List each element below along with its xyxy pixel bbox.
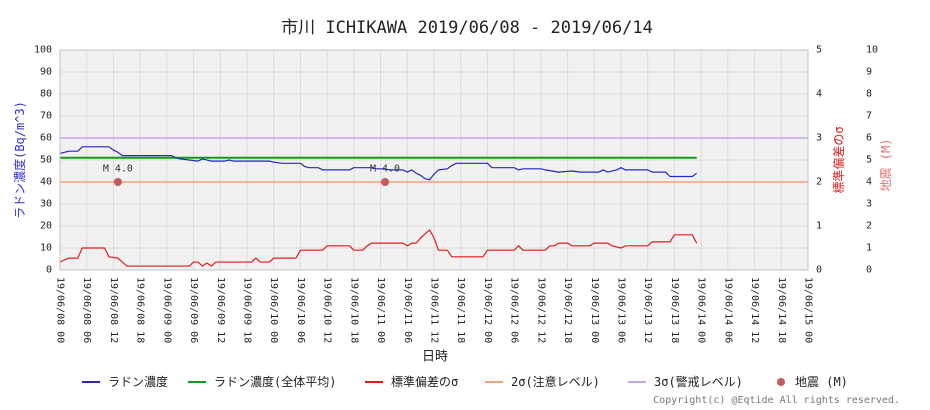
magnitude-tick-label: 10	[866, 45, 878, 56]
legend-label-earthquake: 地震 (M)	[795, 375, 848, 389]
magnitude-tick-label: 8	[866, 89, 872, 100]
sigma-tick-label: 0	[816, 265, 822, 276]
radon-concentration-line	[59, 146, 698, 181]
legend: ラドン濃度 ラドン濃度(全体平均) 標準偏差のσ 2σ(注意レベル) 3σ(警戒…	[82, 374, 848, 389]
legend-label-sigma: 標準偏差のσ	[391, 374, 458, 389]
y-tick-label: 60	[40, 133, 52, 144]
legend-label-3sigma: 3σ(警戒レベル)	[654, 374, 743, 389]
x-tick-label: 19/06/11 12	[429, 277, 440, 343]
x-tick-label: 19/06/09 06	[188, 277, 199, 343]
earthquake-label: M 4.0	[370, 164, 400, 175]
x-tick-label: 19/06/11 18	[455, 277, 466, 343]
x-tick-label: 19/06/12 00	[482, 277, 493, 343]
y-tick-label: 100	[34, 45, 52, 56]
x-tick-label: 19/06/13 18	[669, 277, 680, 343]
earthquake-markers: M 4.0 M 4.0	[103, 164, 400, 186]
sigma-tick-label: 2	[816, 177, 822, 188]
sigma-tick-label: 4	[816, 89, 822, 100]
reference-lines	[60, 137, 808, 183]
magnitude-tick-label: 3	[866, 199, 872, 210]
y-tick-label: 10	[40, 243, 52, 254]
y-tick-label: 90	[40, 67, 52, 78]
chart-title: 市川 ICHIKAWA 2019/06/08 - 2019/06/14	[281, 18, 653, 38]
sigma-tick-label: 3	[816, 133, 822, 144]
x-tick-label: 19/06/08 12	[108, 277, 119, 343]
x-tick-label: 19/06/13 06	[616, 277, 627, 343]
sigma-tick-label: 5	[816, 45, 822, 56]
x-tick-label: 19/06/09 00	[161, 277, 172, 343]
legend-label-2sigma: 2σ(注意レベル)	[511, 374, 600, 389]
magnitude-axis-title: 地震 (M)	[879, 139, 893, 192]
magnitude-tick-label: 0	[866, 265, 872, 276]
x-tick-label: 19/06/11 00	[375, 277, 386, 343]
magnitude-tick-label: 2	[866, 221, 872, 232]
magnitude-tick-label: 4	[866, 177, 872, 188]
y-tick-label: 40	[40, 177, 52, 188]
x-tick-label: 19/06/10 06	[295, 277, 306, 343]
x-tick-label: 19/06/12 12	[535, 277, 546, 343]
x-tick-label: 19/06/12 06	[509, 277, 520, 343]
x-axis-title: 日時	[422, 350, 448, 365]
x-tick-label: 19/06/15 00	[803, 277, 814, 343]
x-tick-label: 19/06/13 00	[589, 277, 600, 343]
magnitude-tick-label: 9	[866, 67, 872, 78]
x-tick-label: 19/06/14 06	[722, 277, 733, 343]
y-tick-label: 70	[40, 111, 52, 122]
x-tick-label: 19/06/08 00	[55, 277, 66, 343]
earthquake-marker	[381, 178, 390, 186]
legend-label-radon: ラドン濃度	[108, 374, 168, 389]
x-tick-label: 19/06/09 18	[242, 277, 253, 343]
sigma-tick-label: 1	[816, 221, 822, 232]
x-tick-label: 19/06/13 12	[642, 277, 653, 343]
x-tick-label: 19/06/10 00	[268, 277, 279, 343]
earthquake-marker	[113, 178, 122, 186]
sigma-line	[59, 229, 698, 267]
earthquake-label: M 4.0	[103, 164, 133, 175]
x-tick-label: 19/06/11 06	[402, 277, 413, 343]
tick-labels: 0102030405060708090100012345012345678910…	[34, 45, 878, 344]
x-tick-label: 19/06/08 18	[135, 277, 146, 343]
x-tick-label: 19/06/10 12	[322, 277, 333, 343]
y-axis-title: ラドン濃度(Bq/m^3)	[12, 101, 27, 219]
plot-frame	[59, 49, 809, 271]
magnitude-tick-label: 6	[866, 133, 872, 144]
legend-swatch-earthquake	[777, 378, 785, 386]
x-tick-label: 19/06/14 00	[696, 277, 707, 343]
x-tick-label: 19/06/14 12	[749, 277, 760, 343]
series-lines	[59, 146, 698, 267]
copyright-notice: Copyright(c) @Eqtide All rights reserved…	[653, 395, 900, 406]
sigma-axis-title: 標準偏差のσ	[831, 126, 846, 193]
magnitude-tick-label: 1	[866, 243, 872, 254]
y-tick-label: 80	[40, 89, 52, 100]
magnitude-tick-label: 7	[866, 111, 872, 122]
x-tick-label: 19/06/08 06	[81, 277, 92, 343]
x-tick-label: 19/06/14 18	[776, 277, 787, 343]
x-tick-label: 19/06/10 18	[348, 277, 359, 343]
y-tick-label: 50	[40, 155, 52, 166]
magnitude-tick-label: 5	[866, 155, 872, 166]
x-tick-label: 19/06/09 12	[215, 277, 226, 343]
y-tick-label: 30	[40, 199, 52, 210]
y-tick-label: 0	[46, 265, 52, 276]
legend-label-radon-average: ラドン濃度(全体平均)	[214, 374, 336, 389]
y-tick-label: 20	[40, 221, 52, 232]
x-tick-label: 19/06/12 18	[562, 277, 573, 343]
